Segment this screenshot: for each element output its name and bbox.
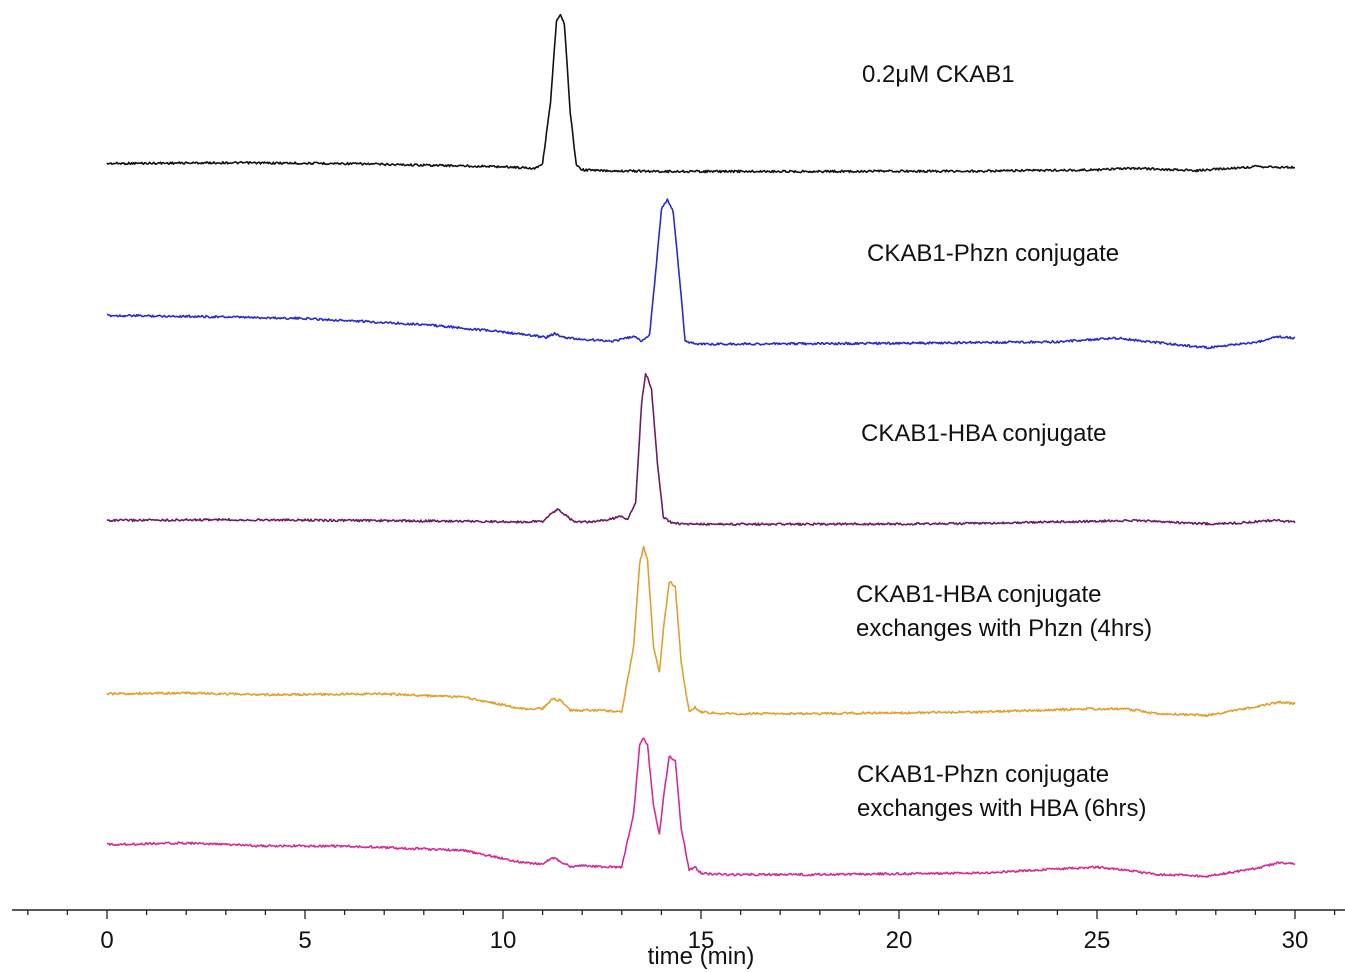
trace-label-line: exchanges with Phzn (4hrs): [856, 615, 1153, 642]
chromatogram-trace-4: [106, 545, 1296, 718]
trace-label-2: CKAB1-Phzn conjugate: [867, 237, 1119, 271]
trace-label-line: exchanges with HBA (6hrs): [857, 795, 1147, 822]
x-tick-label: 0: [100, 927, 113, 954]
x-tick-label: 30: [1282, 927, 1309, 954]
x-axis-title: time (min): [648, 943, 755, 970]
chromatogram-trace-2: [106, 198, 1296, 350]
chromatogram-trace-1: [106, 13, 1296, 174]
x-tick-label: 10: [490, 927, 517, 954]
trace-label-line: CKAB1-HBA conjugate: [861, 420, 1107, 447]
chromatogram-trace-5: [106, 737, 1296, 878]
x-tick-label: 15: [688, 927, 715, 954]
trace-label-3: CKAB1-HBA conjugate: [861, 417, 1106, 451]
trace-layer: [106, 13, 1296, 878]
x-tick-label: 20: [886, 927, 913, 954]
x-tick-label: 5: [298, 927, 311, 954]
trace-label-line: CKAB1-Phzn conjugate: [867, 240, 1120, 267]
trace-label-line: CKAB1-HBA conjugate: [856, 581, 1102, 608]
trace-label-line: CKAB1-Phzn conjugate: [857, 761, 1110, 788]
trace-label-5: CKAB1-Phzn conjugate exchanges with HBA (…: [857, 758, 1146, 826]
chromatogram-trace-3: [106, 372, 1296, 527]
trace-label-line: 0.2μM CKAB1: [862, 61, 1015, 88]
trace-label-1: 0.2μM CKAB1: [862, 58, 1015, 92]
trace-label-4: CKAB1-HBA conjugate exchanges with Phzn (…: [856, 578, 1152, 646]
x-tick-label: 25: [1084, 927, 1111, 954]
x-axis-ticks: 0 5 10 15 20 25 30: [27, 910, 1336, 954]
